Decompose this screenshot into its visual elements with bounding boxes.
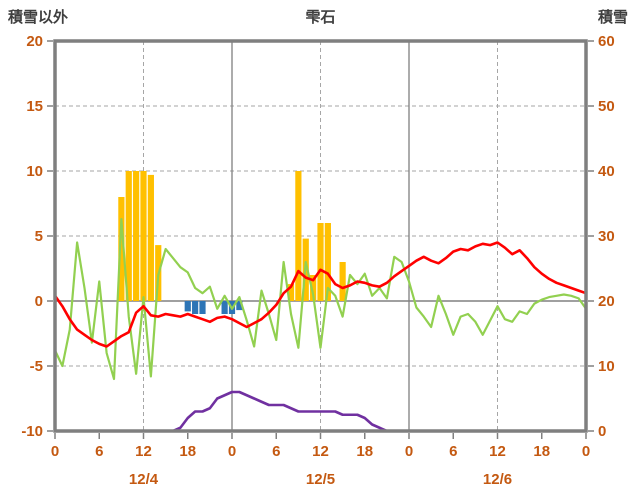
left-axis-tick-label: 15 [26, 98, 43, 115]
date-label: 12/5 [306, 471, 335, 488]
date-label: 12/6 [483, 471, 512, 488]
x-axis-tick-label: 18 [356, 443, 373, 460]
gridlines [55, 41, 586, 431]
right-axis-tick-label: 10 [598, 358, 615, 375]
left-axis-tick-label: 20 [26, 33, 43, 50]
plot-border [53, 39, 588, 433]
date-label: 12/4 [129, 471, 159, 488]
left-axis-tick-label: 10 [26, 163, 43, 180]
right-axis-tick-label: 50 [598, 98, 615, 115]
left-axis-title: 積雪以外 [8, 9, 69, 26]
right-axis-tick-label: 40 [598, 163, 615, 180]
x-axis-tick-label: 6 [272, 443, 280, 460]
right-axis-tick-label: 20 [598, 293, 615, 310]
left-axis-tick-label: 0 [35, 293, 43, 310]
left-axis-tick-label: -10 [21, 423, 43, 440]
x-axis-tick-label: 0 [582, 443, 590, 460]
x-axis-tick-label: 18 [179, 443, 196, 460]
x-axis-tick-label: 12 [135, 443, 152, 460]
x-axis-tick-label: 0 [51, 443, 59, 460]
right-axis-tick-label: 30 [598, 228, 615, 245]
right-axis-tick-label: 60 [598, 33, 615, 50]
chart-title: 雫石 [305, 9, 336, 26]
x-axis-tick-label: 0 [405, 443, 413, 460]
purple-line [53, 390, 588, 433]
x-axis-tick-label: 6 [95, 443, 103, 460]
x-axis-tick-label: 0 [228, 443, 236, 460]
left-axis-tick-label: -5 [30, 358, 43, 375]
x-axis-tick-label: 12 [312, 443, 329, 460]
x-axis-tick-label: 12 [489, 443, 506, 460]
right-axis-title: 積雪 [597, 9, 628, 26]
x-axis-tick-label: 18 [533, 443, 550, 460]
red-line [53, 241, 588, 348]
x-axis-tick-label: 6 [449, 443, 457, 460]
left-axis-tick-label: 5 [35, 228, 43, 245]
right-axis-tick-label: 0 [598, 423, 606, 440]
green-line [53, 218, 588, 381]
